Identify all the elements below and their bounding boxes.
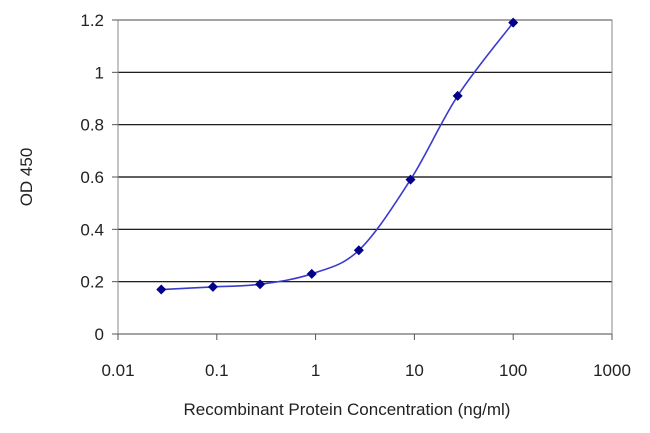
data-points bbox=[156, 17, 519, 295]
data-point-1 bbox=[207, 281, 218, 292]
data-point-6 bbox=[452, 90, 463, 101]
grid-lines bbox=[118, 19, 612, 335]
y-tick-label-2: 0.4 bbox=[80, 220, 104, 239]
y-axis-ticks: 0 0.2 0.4 0.6 0.8 1 1.2 bbox=[80, 11, 118, 344]
y-tick-label-6: 1.2 bbox=[80, 11, 104, 30]
x-axis-ticks: 0.01 0.1 1 10 100 1000 bbox=[101, 334, 631, 380]
data-point-2 bbox=[255, 279, 266, 290]
data-point-3 bbox=[306, 268, 317, 279]
x-tick-label-0: 0.01 bbox=[101, 361, 134, 380]
fit-curve bbox=[161, 22, 514, 291]
y-tick-label-5: 1 bbox=[95, 63, 104, 82]
x-tick-label-4: 100 bbox=[499, 361, 527, 380]
y-tick-label-4: 0.8 bbox=[80, 116, 104, 135]
x-tick-label-2: 1 bbox=[311, 361, 320, 380]
data-point-4 bbox=[353, 245, 364, 256]
x-tick-label-5: 1000 bbox=[593, 361, 631, 380]
data-point-5 bbox=[405, 174, 416, 185]
x-axis-title: Recombinant Protein Concentration (ng/ml… bbox=[184, 400, 511, 419]
y-tick-label-1: 0.2 bbox=[80, 273, 104, 292]
y-axis-title: OD 450 bbox=[17, 148, 36, 207]
data-point-0 bbox=[156, 284, 167, 295]
x-tick-label-1: 0.1 bbox=[205, 361, 229, 380]
y-tick-label-3: 0.6 bbox=[80, 168, 104, 187]
data-point-7 bbox=[508, 17, 519, 28]
y-tick-label-0: 0 bbox=[95, 325, 104, 344]
x-tick-label-3: 10 bbox=[405, 361, 424, 380]
